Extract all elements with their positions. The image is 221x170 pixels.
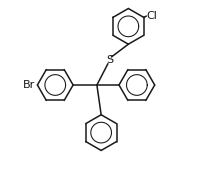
Text: S: S [106, 55, 113, 65]
Text: Cl: Cl [147, 11, 158, 21]
Text: Br: Br [23, 80, 35, 90]
